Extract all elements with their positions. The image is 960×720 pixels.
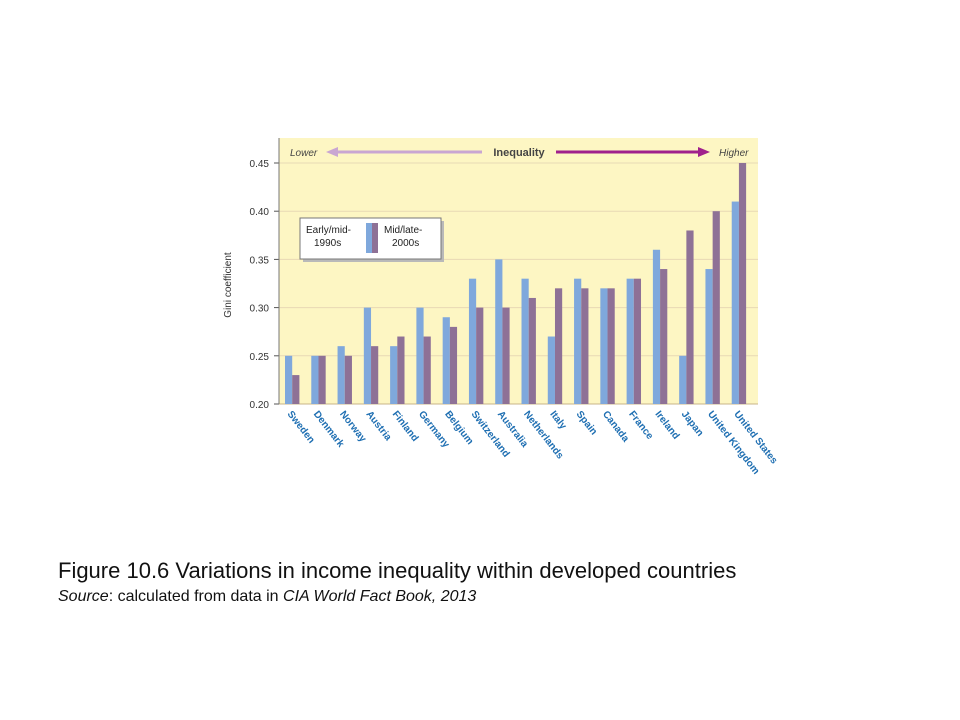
legend-label-line: Mid/late- (384, 225, 422, 236)
bar (285, 355, 293, 404)
source-label: Source (58, 588, 109, 605)
y-tick-label: 0.35 (250, 255, 270, 266)
banner-right-arrowhead (698, 147, 710, 157)
y-tick-label: 0.45 (250, 159, 270, 170)
source-reference: CIA World Fact Book, 2013 (283, 588, 477, 605)
figure-source: Source: calculated from data in CIA Worl… (58, 586, 938, 608)
legend-label-line: 2000s (392, 238, 419, 249)
bar (442, 317, 450, 404)
source-text: : calculated from data in (108, 588, 284, 605)
x-tick-label: Finland (390, 409, 421, 444)
x-tick-label: Japan (679, 409, 705, 439)
gini-bar-chart: 0.20 0.25 0.30 0.35 0.40 0.45 Gini coefficient… (223, 138, 780, 477)
bar (521, 278, 529, 404)
bar (390, 346, 398, 404)
bar (502, 307, 510, 404)
bar (397, 336, 405, 404)
x-tick-label: Canada (600, 409, 631, 445)
bar (337, 346, 345, 404)
banner-left-arrowhead (326, 147, 338, 157)
bar (738, 163, 747, 404)
bar (292, 375, 300, 404)
bar (363, 307, 372, 404)
chart-area: 0.20 0.25 0.30 0.35 0.40 0.45 Gini coefficient… (223, 138, 780, 477)
bar (468, 278, 477, 404)
y-axis-label: Gini coefficient (223, 252, 234, 318)
bar (600, 288, 608, 404)
bar (633, 278, 642, 404)
bar (712, 211, 720, 404)
bar (705, 269, 713, 404)
x-tick-label: Austria (363, 409, 393, 443)
bar (476, 307, 484, 404)
plot-background (279, 138, 758, 404)
legend-label-line: Early/mid- (306, 225, 351, 236)
bar (344, 355, 352, 404)
legend-swatch (366, 223, 372, 253)
x-tick-label: Italy (547, 409, 568, 432)
bar (581, 288, 589, 404)
bar (626, 278, 634, 404)
bar (416, 307, 424, 404)
bar (449, 326, 458, 404)
y-tick-label: 0.20 (250, 400, 270, 411)
figure-title: Figure 10.6 Variations in income inequal… (58, 558, 737, 583)
bar (554, 288, 563, 404)
banner-higher-label: Higher (719, 148, 749, 159)
bar (660, 269, 668, 404)
bar (311, 355, 319, 404)
y-tick-label: 0.30 (250, 304, 270, 315)
bar (495, 259, 503, 404)
bar (679, 355, 687, 404)
bar (423, 336, 431, 404)
bar (547, 336, 555, 404)
bar (652, 249, 661, 404)
bar (371, 346, 379, 404)
legend-swatch (372, 223, 378, 253)
banner-lower-label: Lower (290, 148, 318, 159)
bar (318, 355, 326, 404)
y-tick-label: 0.40 (250, 207, 270, 218)
bar (574, 278, 582, 404)
x-tick-label: Spain (574, 409, 599, 437)
figure-caption: Figure 10.6 Variations in income inequal… (58, 556, 938, 608)
legend-label-line: 1990s (314, 238, 341, 249)
bar (686, 230, 694, 404)
banner-inequality-label: Inequality (493, 147, 545, 159)
y-tick-label: 0.25 (250, 352, 270, 363)
bar (528, 297, 536, 404)
bar (731, 201, 739, 404)
bar (607, 288, 615, 404)
x-tick-label: Ireland (653, 409, 682, 442)
